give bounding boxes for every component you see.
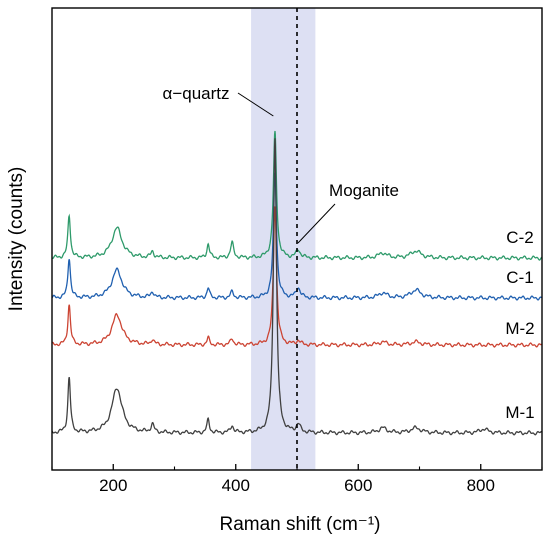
- x-axis-title: Raman shift (cm⁻¹): [220, 514, 381, 535]
- y-axis-title: Intensity (counts): [6, 167, 27, 312]
- series-label-c-2: C-2: [506, 228, 533, 247]
- annotation-moganite: Moganite: [329, 181, 399, 200]
- x-tick-label: 200: [99, 476, 127, 495]
- series-label-m-2: M-2: [505, 319, 534, 338]
- highlight-band: [251, 8, 316, 470]
- x-ticks: 200 400 600 800: [51, 464, 543, 495]
- x-tick-label: 400: [222, 476, 250, 495]
- annotations: α−quartz Moganite: [162, 84, 399, 244]
- series-line-m-2: [51, 206, 543, 348]
- x-tick-label: 600: [344, 476, 372, 495]
- x-tick-label: 800: [467, 476, 495, 495]
- annotation-arrow-moganite: [297, 203, 336, 244]
- series-label-c-1: C-1: [506, 268, 533, 287]
- series-label-m-1: M-1: [505, 403, 534, 422]
- series-labels: C-2 C-1 M-2 M-1: [505, 228, 534, 422]
- annotation-alpha-quartz: α−quartz: [162, 84, 229, 103]
- annotation-arrow-alpha-quartz: [237, 92, 274, 117]
